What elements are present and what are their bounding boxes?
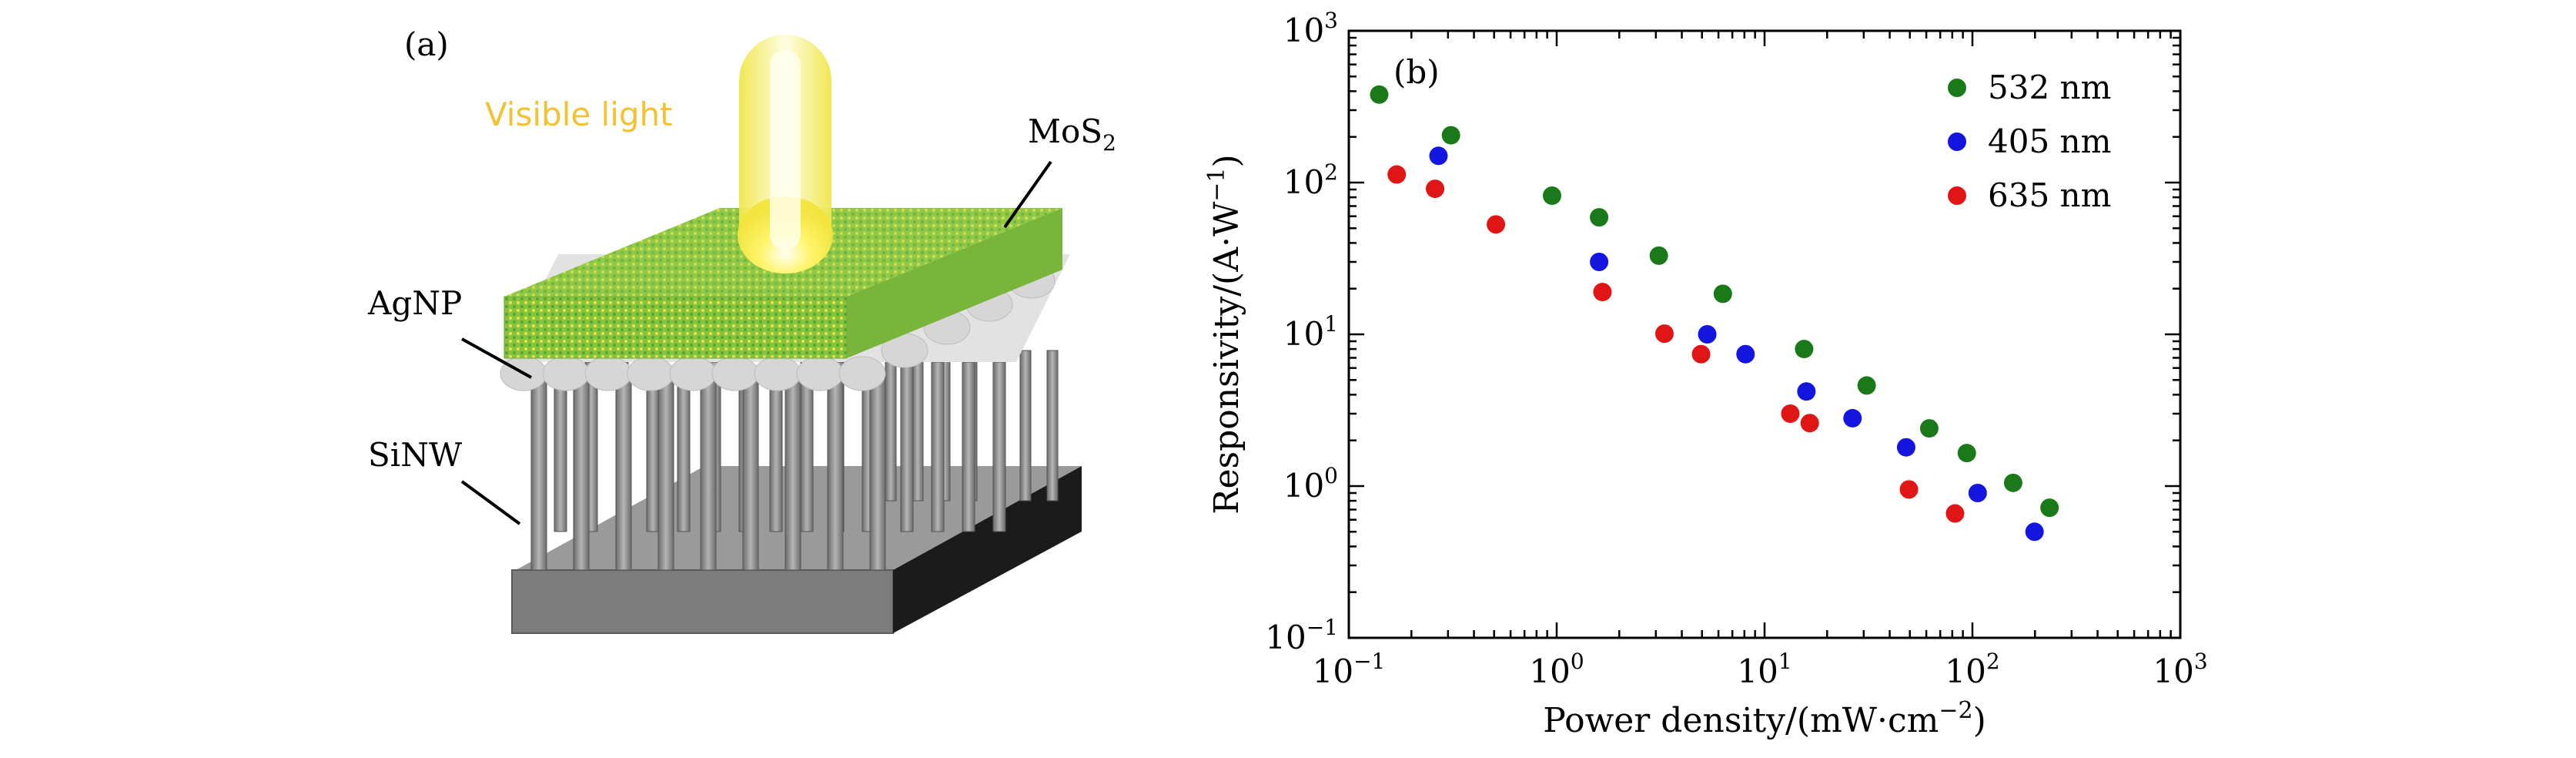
sinw-pillar (657, 369, 674, 571)
data-point-635-nm (1781, 404, 1800, 424)
visible-light-label: Visible light (485, 96, 673, 133)
x-axis-label: Power density/(mW·cm−2) (1543, 697, 1986, 740)
x-tick-label: 100 (1529, 649, 1584, 690)
panel-b-chart: 10−1 100 101 102 103 10−1 100 101 102 103 532 nm 4… (1203, 8, 2208, 740)
sinw-pillar (885, 350, 897, 501)
data-point-532-nm (1370, 85, 1389, 104)
data-point-532-nm (1957, 444, 1976, 463)
data-point-635-nm (1800, 414, 1819, 433)
data-point-635-nm (1593, 283, 1612, 302)
sinw-pillar (992, 361, 1006, 532)
sinw-pillar (785, 369, 801, 571)
agnp-particle (838, 356, 886, 391)
agnp-particle (669, 356, 717, 391)
data-point-635-nm (1899, 480, 1919, 499)
agnp-label: AgNP (367, 284, 462, 322)
data-point-532-nm (1713, 284, 1732, 304)
legend-marker (1948, 186, 1966, 205)
sinw-pillar (931, 361, 945, 532)
data-point-532-nm (1590, 208, 1609, 227)
sinw-pillar (827, 369, 844, 571)
legend-entry: 405 nm (1988, 122, 2111, 160)
y-tick-label: 103 (1283, 8, 1338, 49)
legend-entry: 635 nm (1988, 176, 2111, 214)
agnp-particle (754, 356, 801, 391)
sinw-pillar (573, 369, 590, 571)
visible-light-beam (738, 35, 833, 273)
legend: 532 nm 405 nm 635 nm (1948, 69, 2111, 214)
sinw-pillar (912, 350, 924, 501)
x-tick-label: 101 (1737, 649, 1791, 690)
axis-ticks (1347, 29, 2182, 639)
x-tick-label: 10−1 (1313, 649, 1386, 690)
y-tick-label: 100 (1283, 463, 1338, 505)
data-point-532-nm (2003, 473, 2022, 492)
y-tick-label: 102 (1283, 159, 1338, 201)
data-point-405-nm (1590, 253, 1609, 272)
data-point-532-nm (1649, 246, 1668, 265)
panel-a-schematic: (a) Visible light MoS2 AgNP (367, 25, 1116, 634)
x-tick-label: 103 (2153, 649, 2207, 690)
data-point-635-nm (1654, 324, 1674, 344)
data-point-532-nm (1542, 186, 1561, 205)
sinw-label: SiNW (368, 436, 463, 474)
panel-a-label: (a) (404, 25, 449, 63)
axis-tick-labels: 10−1 100 101 102 103 10−1 100 101 102 103 (1265, 8, 2207, 690)
sinw-pillar (869, 369, 886, 571)
sinw-pillar (900, 361, 914, 532)
data-point-405-nm (1797, 382, 1816, 401)
data-point-405-nm (1968, 484, 1987, 503)
sinw-pillar (1046, 350, 1059, 501)
agnp-particle (584, 356, 632, 391)
data-point-405-nm (2025, 522, 2044, 542)
legend-marker (1948, 132, 1966, 151)
data-point-405-nm (1896, 438, 1915, 457)
mos2-label: MoS2 (1028, 112, 1116, 156)
legend-marker (1948, 79, 1966, 97)
sinw-pillar (700, 369, 717, 571)
y-tick-label: 101 (1283, 311, 1338, 353)
data-point-635-nm (1426, 179, 1445, 199)
data-point-405-nm (1843, 408, 1862, 428)
sinw-pillar (742, 369, 759, 571)
data-point-405-nm (1698, 325, 1717, 344)
sinw-pillar (1019, 350, 1032, 501)
data-point-532-nm (1857, 376, 1876, 395)
sinw-pillars (530, 350, 1059, 571)
agnp-particle (711, 356, 759, 391)
x-tick-label: 102 (1945, 649, 1999, 690)
sinw-pointer (460, 480, 521, 525)
legend-entry: 532 nm (1988, 69, 2111, 106)
sinw-pillar (530, 369, 547, 571)
data-point-635-nm (1691, 344, 1711, 364)
data-point-405-nm (1736, 344, 1755, 364)
data-point-532-nm (1795, 340, 1814, 359)
data-point-635-nm (1945, 504, 1965, 523)
data-point-532-nm (1919, 419, 1939, 438)
agnp-pointer (461, 337, 532, 379)
data-point-635-nm (1387, 165, 1407, 184)
sinw-pillar (962, 361, 975, 532)
data-point-405-nm (1429, 146, 1448, 166)
mos2-pointer (1003, 160, 1052, 229)
sinw-pillar (615, 369, 632, 571)
y-axis-label: Responsivity/(A·W−1) (1203, 154, 1246, 514)
agnp-particle (627, 356, 674, 391)
data-point-635-nm (1487, 215, 1506, 234)
data-point-532-nm (1441, 126, 1460, 145)
y-tick-label: 10−1 (1265, 615, 1338, 656)
agnp-particle (796, 356, 844, 391)
data-points (1370, 85, 2059, 542)
data-point-532-nm (2040, 498, 2059, 518)
agnp-particle (542, 356, 590, 391)
panel-b-label: (b) (1393, 53, 1440, 91)
